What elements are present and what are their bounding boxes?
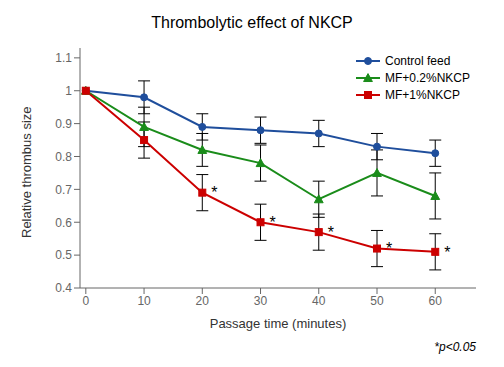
svg-text:40: 40 [312,294,326,308]
svg-text:1: 1 [65,84,72,98]
svg-text:0.4: 0.4 [55,281,72,295]
svg-text:60: 60 [429,294,443,308]
svg-text:*: * [270,214,276,231]
svg-text:*: * [386,240,392,257]
svg-text:*: * [328,224,334,241]
html-text:MF+0.2%NKCP: MF+0.2%NKCP [385,70,470,85]
html-text:*p<0.05: *p<0.05 [434,340,476,354]
svg-text:1.1: 1.1 [55,51,72,65]
svg-text:0: 0 [82,294,89,308]
svg-text:10: 10 [137,294,151,308]
svg-text:0.9: 0.9 [55,117,72,131]
html-text:Control feed: Control feed [385,53,451,68]
svg-text:0.8: 0.8 [55,150,72,164]
svg-text:0.5: 0.5 [55,248,72,262]
svg-text:*: * [211,184,217,201]
svg-text:Passage time (minutes): Passage time (minutes) [210,316,347,331]
svg-text:30: 30 [254,294,268,308]
svg-text:Relative thrombus size: Relative thrombus size [19,107,34,239]
html-text:MF+1%NKCP: MF+1%NKCP [385,87,460,102]
svg-text:20: 20 [196,294,210,308]
html-text:Thrombolytic effect of NKCP: Thrombolytic effect of NKCP [151,14,353,31]
svg-text:*: * [444,244,450,261]
svg-text:50: 50 [370,294,384,308]
svg-text:0.7: 0.7 [55,183,72,197]
svg-text:0.6: 0.6 [55,216,72,230]
